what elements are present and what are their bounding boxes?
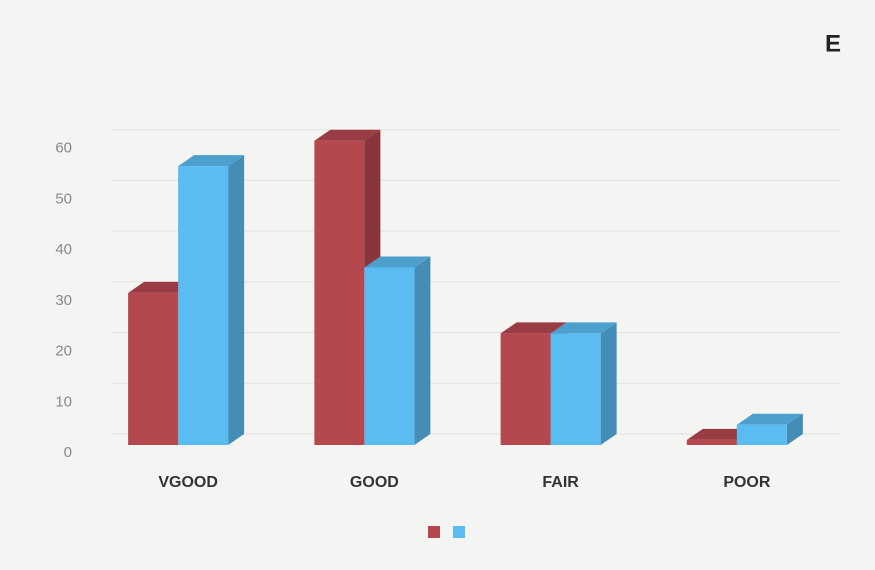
bar-top <box>736 413 803 425</box>
y-tick-label: 40 <box>55 241 72 258</box>
bar <box>550 333 601 445</box>
chart-title: E <box>825 30 841 57</box>
bar <box>364 267 415 445</box>
bar-side <box>414 256 431 445</box>
y-tick-label: 60 <box>55 140 72 157</box>
x-tick-label: FAIR <box>542 474 579 491</box>
y-tick-label: 50 <box>55 190 72 207</box>
bar-side <box>228 155 245 446</box>
bar-top <box>178 155 245 167</box>
bar-top <box>500 322 567 334</box>
bar <box>314 140 365 445</box>
y-tick-label: 10 <box>55 393 72 410</box>
x-tick-label: GOOD <box>350 474 399 491</box>
bar-top <box>550 322 617 334</box>
bar <box>128 292 179 445</box>
bar <box>736 424 787 445</box>
bar-side <box>600 322 617 445</box>
y-tick-label: 30 <box>55 292 72 309</box>
bar-side <box>786 413 803 445</box>
y-tick-label: 20 <box>55 343 72 360</box>
bar-top <box>128 281 195 293</box>
bar-top <box>314 129 381 141</box>
x-tick-label: VGOOD <box>158 474 218 491</box>
x-tick-label: POOR <box>723 474 771 491</box>
legend-swatch <box>453 526 465 538</box>
bar-top <box>686 428 753 440</box>
bar <box>686 439 737 445</box>
legend-swatch <box>428 526 440 538</box>
bar <box>500 333 551 445</box>
bar <box>178 166 229 446</box>
bar-top <box>364 256 431 268</box>
y-tick-label: 0 <box>64 444 72 461</box>
